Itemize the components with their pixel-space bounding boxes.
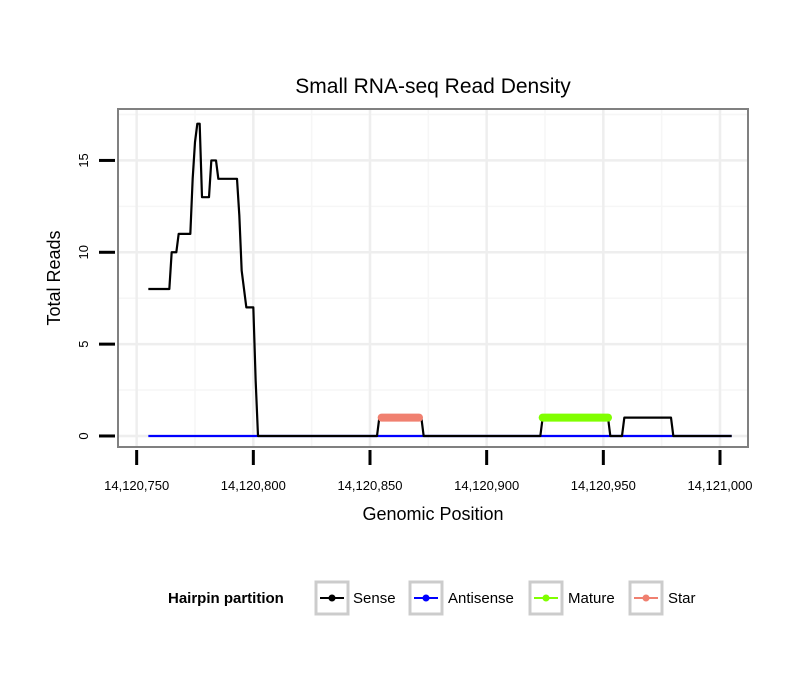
legend-key-dot-star xyxy=(642,594,650,602)
y-tick-label: 0 xyxy=(76,432,91,439)
legend: Hairpin partition Sense Antisense Mature St… xyxy=(168,580,696,616)
legend-key-dot-sense xyxy=(328,594,336,602)
data-series xyxy=(148,122,732,438)
legend-label-sense: Sense xyxy=(353,590,396,607)
x-tick-label: 14,120,800 xyxy=(221,478,286,493)
y-axis-title: Total Reads xyxy=(44,230,64,325)
x-tick-label: 14,120,950 xyxy=(571,478,636,493)
x-tick-label: 14,120,900 xyxy=(454,478,519,493)
x-tick-label: 14,120,850 xyxy=(337,478,402,493)
legend-label-mature: Mature xyxy=(568,590,615,607)
x-axis-title: Genomic Position xyxy=(362,504,503,524)
y-tick-label: 10 xyxy=(76,245,91,259)
x-tick-label: 14,120,750 xyxy=(104,478,169,493)
legend-label-star: Star xyxy=(668,590,696,607)
x-tick-label: 14,121,000 xyxy=(687,478,752,493)
y-tick-label: 15 xyxy=(76,153,91,167)
legend-title: Hairpin partition xyxy=(168,590,284,607)
y-tick-label: 5 xyxy=(76,341,91,348)
legend-key-dot-mature xyxy=(542,594,550,602)
legend-label-antisense: Antisense xyxy=(448,590,514,607)
axes: 14,120,750 14,120,800 14,120,850 14,120,900… xyxy=(76,153,753,493)
chart-title: Small RNA-seq Read Density xyxy=(295,75,571,98)
legend-key-dot-antisense xyxy=(422,594,430,602)
